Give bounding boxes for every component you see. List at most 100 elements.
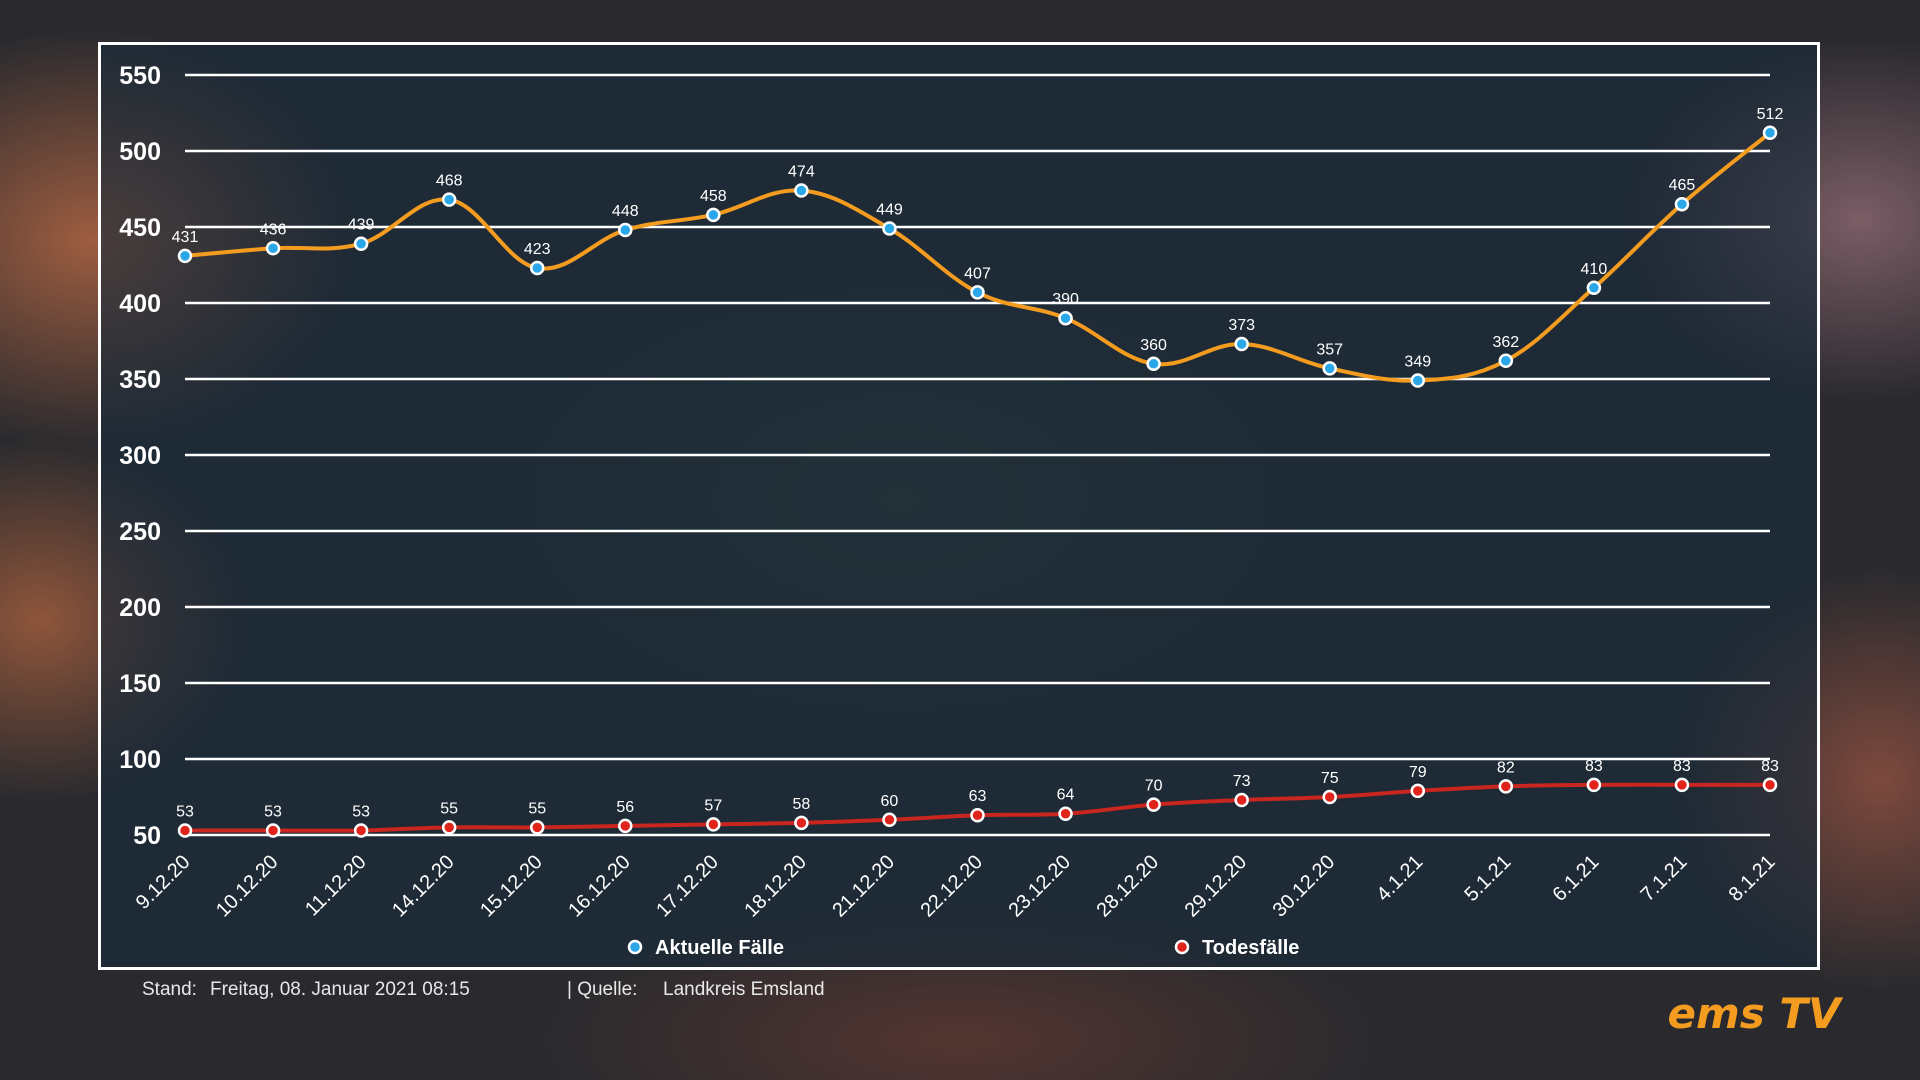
data-point (1322, 361, 1337, 376)
data-label: 53 (352, 803, 370, 820)
x-tick-label: 5.1.21 (1460, 851, 1515, 906)
data-point (529, 260, 545, 276)
data-point (265, 241, 281, 256)
series-todesfaelle: 53 53 53 55 55 56 57 58 60 63 64 70 73 75 79 82 83 83 83 (176, 758, 1779, 838)
data-label: 465 (1669, 177, 1696, 194)
data-label: 474 (788, 164, 815, 181)
x-tick-label: 16.12.20 (564, 851, 635, 922)
data-point (1146, 356, 1161, 372)
data-label: 73 (1233, 773, 1251, 790)
data-label: 362 (1492, 334, 1519, 351)
legend-label: Todesfälle (1202, 937, 1299, 959)
data-point (882, 812, 897, 828)
x-tick-label: 15.12.20 (476, 851, 547, 922)
data-point (441, 192, 457, 207)
data-point (794, 815, 809, 831)
data-label: 79 (1409, 764, 1427, 781)
data-label: 56 (616, 799, 634, 816)
source-label: | Quelle: (567, 979, 638, 1000)
data-point (1234, 792, 1249, 808)
data-point (1146, 797, 1161, 812)
x-tick-label: 11.12.20 (301, 851, 371, 921)
data-label: 70 (1145, 778, 1163, 795)
x-axis-ticks: 9.12.20 10.12.20 11.12.20 14.12.20 15.12.20 1… (132, 851, 1780, 922)
data-point (441, 820, 457, 835)
data-point (1322, 789, 1337, 805)
chart-panel: 50 100 150 200 250 300 350 400 450 500 550 9.12.20… (98, 42, 1820, 970)
data-point (970, 285, 985, 300)
chart: 50 100 150 200 250 300 350 400 450 500 550 9.12.20… (119, 62, 1784, 959)
data-label: 83 (1673, 758, 1691, 775)
x-tick-label: 30.12.20 (1269, 851, 1340, 922)
data-point (618, 222, 633, 238)
legend-marker (1174, 939, 1190, 955)
data-point (1674, 777, 1690, 793)
data-label: 83 (1585, 758, 1603, 775)
data-label: 423 (524, 241, 551, 258)
y-tick-label: 100 (119, 746, 161, 774)
data-label: 448 (612, 203, 639, 220)
x-tick-label: 22.12.20 (916, 851, 987, 922)
data-label: 55 (440, 800, 458, 817)
data-label: 458 (700, 188, 727, 205)
source-value: Landkreis Emsland (663, 979, 825, 1000)
legend: Aktuelle Fälle Todesfälle (627, 937, 1299, 959)
y-tick-label: 500 (119, 138, 161, 166)
data-label: 83 (1761, 758, 1779, 775)
data-label: 390 (1052, 291, 1079, 308)
x-tick-label: 14.12.20 (388, 851, 459, 922)
data-point (177, 248, 193, 264)
y-tick-label: 550 (119, 62, 161, 90)
data-point (970, 807, 985, 823)
data-point (353, 823, 369, 838)
x-tick-label: 21.12.20 (828, 851, 899, 922)
data-label: 64 (1057, 787, 1075, 804)
x-tick-label: 10.12.20 (212, 851, 283, 922)
data-point (1498, 779, 1514, 794)
x-tick-label: 29.12.20 (1181, 851, 1252, 922)
data-label: 439 (348, 217, 375, 234)
series-layer: 431 436 439 468 423 448 458 474 449 407 390 360 373 3… (172, 106, 1784, 838)
x-tick-label: 4.1.21 (1372, 851, 1427, 906)
data-label: 357 (1316, 341, 1343, 358)
stand-label: Stand: (142, 979, 197, 1000)
data-point (618, 818, 633, 834)
data-point (1234, 336, 1249, 352)
data-label: 82 (1497, 759, 1515, 776)
y-tick-label: 50 (133, 822, 161, 850)
data-label: 63 (969, 788, 987, 805)
data-point (706, 207, 721, 223)
data-label: 349 (1404, 354, 1431, 371)
y-tick-label: 150 (119, 670, 161, 698)
gridlines (185, 73, 1770, 837)
data-point (1674, 196, 1690, 212)
data-point (265, 823, 281, 838)
data-point (882, 221, 897, 236)
data-label: 55 (528, 800, 546, 817)
data-point (706, 817, 721, 832)
data-label: 60 (881, 793, 899, 810)
y-tick-label: 400 (119, 290, 161, 318)
data-label: 57 (704, 797, 722, 814)
data-label: 468 (436, 173, 463, 190)
y-tick-label: 200 (119, 594, 161, 622)
data-label: 407 (964, 265, 991, 282)
data-label: 512 (1757, 106, 1784, 123)
data-point (1762, 777, 1778, 793)
data-point (794, 183, 809, 198)
x-tick-label: 17.12.20 (652, 851, 723, 922)
data-label: 75 (1321, 770, 1339, 787)
data-point (353, 236, 369, 251)
data-point (1410, 783, 1426, 799)
data-label: 58 (792, 796, 810, 813)
series-aktuelle-faelle: 431 436 439 468 423 448 458 474 449 407 390 360 373 3… (172, 106, 1784, 388)
data-label: 410 (1581, 261, 1608, 278)
svg-text:ems TV: ems TV (1667, 992, 1844, 1036)
y-tick-label: 250 (119, 518, 161, 546)
data-point (1410, 373, 1426, 388)
data-point (1498, 353, 1514, 369)
y-axis-ticks: 50 100 150 200 250 300 350 400 450 500 550 (119, 62, 161, 850)
x-tick-label: 18.12.20 (740, 851, 811, 922)
x-tick-label: 9.12.20 (132, 851, 195, 914)
x-tick-label: 23.12.20 (1004, 851, 1075, 922)
